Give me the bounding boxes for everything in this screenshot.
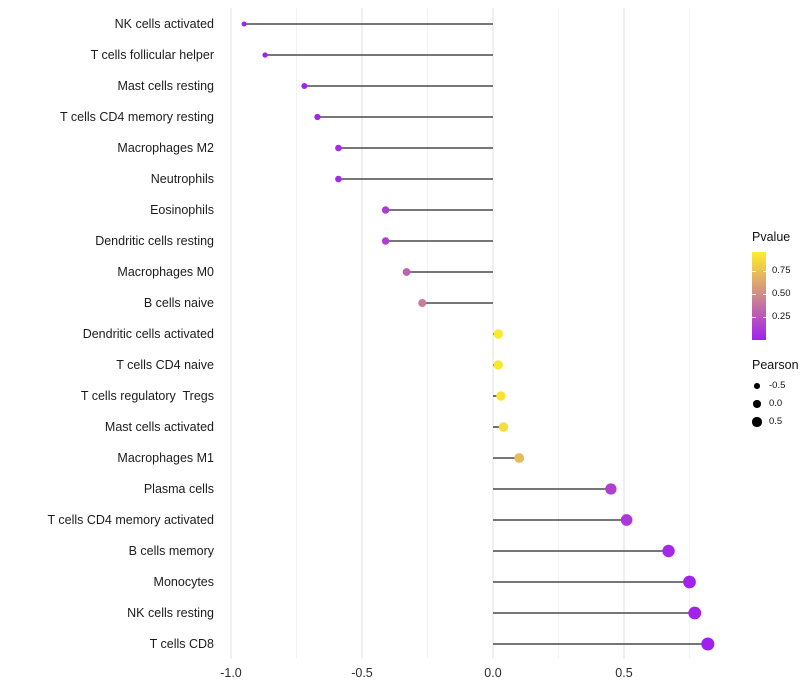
colorbar-tick-mark [762,316,766,319]
x-tick-label: 0.0 [484,666,502,680]
data-point [418,298,427,308]
pearson-tick-label: -0.5 [769,380,786,391]
colorbar-tick-mark [752,316,756,319]
colorbar-tick-mark [752,293,756,296]
category-label: T cells CD4 memory resting [60,110,214,124]
data-point [688,606,702,620]
pearson-size-key-dot [754,383,760,389]
data-point [493,360,503,370]
pearson-size-key-dot [752,417,762,427]
category-label: Mast cells resting [117,79,214,93]
category-label: Macrophages M2 [117,141,214,155]
category-label: NK cells resting [127,606,214,620]
data-point [381,206,390,214]
data-point [605,483,617,495]
data-point [620,514,633,526]
category-label: Mast cells activated [104,420,214,434]
category-label: Plasma cells [143,482,214,496]
category-label: B cells naive [143,296,214,310]
pvalue-tick-label: 0.25 [772,310,791,322]
data-point [241,21,247,27]
data-point [402,268,411,276]
x-tick-label: -0.5 [351,666,373,680]
data-point [335,144,342,152]
data-point [493,329,503,339]
x-tick-label: -1.0 [220,666,242,680]
pearson-size-key-dot [753,400,761,408]
category-label: Dendritic cells resting [95,234,214,248]
colorbar-tick-mark [762,270,766,272]
data-point [314,113,321,121]
data-point [683,575,696,589]
data-point [301,83,308,89]
category-label: T cells follicular helper [90,48,214,62]
pvalue-tick-label: 0.50 [772,287,791,299]
data-point [701,637,715,651]
category-label: T cells regulatory Tregs [80,389,214,403]
category-label: Neutrophils [150,172,214,186]
category-label: T cells CD4 memory activated [47,513,215,527]
category-label: T cells CD4 naive [116,358,214,372]
colorbar-tick-mark [762,293,766,296]
data-point [335,175,342,183]
data-point [662,544,675,558]
category-label: Monocytes [153,575,214,589]
category-label: Dendritic cells activated [82,327,214,341]
category-label: T cells CD8 [149,637,214,651]
category-label: Macrophages M1 [117,451,214,465]
category-label: Eosinophils [150,203,214,217]
data-point [381,237,390,245]
data-point [498,422,509,432]
data-point [262,52,268,58]
category-label: Macrophages M0 [117,265,214,279]
pvalue-legend-title: Pvalue [752,230,791,244]
colorbar-tick-mark [752,270,756,272]
pearson-legend-title: Pearson [752,358,799,372]
pearson-tick-label: 0.0 [769,398,783,409]
x-tick-label: 0.5 [615,666,633,680]
data-point [514,453,525,463]
data-point [496,391,506,401]
pearson-tick-label: 0.5 [769,416,783,427]
category-label: NK cells activated [114,17,214,31]
category-label: B cells memory [128,544,214,558]
pvalue-tick-label: 0.75 [772,264,791,276]
pvalue-colorbar [752,252,766,340]
